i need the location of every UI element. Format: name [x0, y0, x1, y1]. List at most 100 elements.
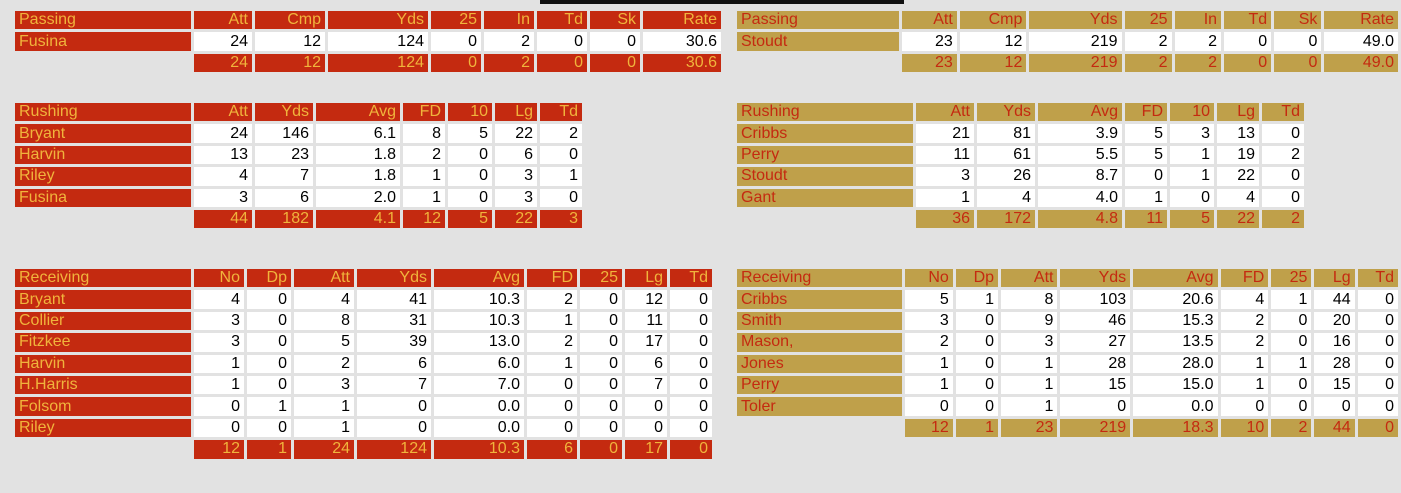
column-header: Yds — [977, 103, 1035, 122]
stat-cell: 2 — [527, 290, 577, 309]
total-cell: 24 — [194, 53, 252, 73]
total-cell: 6 — [527, 440, 577, 459]
stat-cell: 81 — [977, 124, 1035, 143]
stat-cell: 46 — [1060, 311, 1131, 331]
player-name: Riley — [15, 418, 191, 438]
stat-cell: 1 — [540, 167, 582, 186]
stat-cell: 24 — [194, 124, 252, 143]
stat-cell: 1 — [1001, 375, 1058, 395]
header-row: Rushing Att Yds Avg FD 10 Lg Td — [15, 103, 582, 122]
stat-cell: 1 — [247, 397, 291, 416]
total-cell: 44 — [194, 209, 252, 229]
stat-cell: 7.0 — [434, 375, 524, 395]
stat-cell: 0 — [431, 32, 481, 51]
stat-cell: 13.0 — [434, 333, 524, 352]
stat-cell: 15 — [1060, 375, 1131, 395]
total-cell: 219 — [1060, 418, 1131, 438]
column-header: No — [194, 269, 244, 288]
player-row: Stoudt 3 26 8.7 0 1 22 0 — [737, 167, 1304, 186]
stat-cell: 2 — [1220, 333, 1269, 352]
stat-cell: 16 — [1314, 333, 1355, 352]
stat-cell: 0 — [357, 397, 431, 416]
column-header: Sk — [1274, 11, 1322, 30]
stat-cell: 28 — [1060, 354, 1131, 373]
stat-cell: 0 — [540, 188, 582, 207]
stat-cell: 2.0 — [316, 188, 400, 207]
stat-cell: 1 — [1271, 354, 1312, 373]
stat-cell: 0 — [1357, 354, 1398, 373]
totals-spacer — [15, 440, 191, 458]
stat-cell: 6 — [495, 145, 537, 165]
stat-cell: 2 — [1174, 32, 1222, 51]
left-receiving-table: Receiving No Dp Att Yds Avg FD 25 Lg Td Bryant 4 0 4 4… — [12, 266, 715, 462]
stat-cell: 3 — [194, 188, 252, 207]
right-rushing-table: Rushing Att Yds Avg FD 10 Lg Td Cribbs 21 81 3.9 5 3 1… — [734, 100, 1307, 231]
stat-cell: 2 — [484, 32, 534, 51]
player-row: Perry 1 0 1 15 15.0 1 0 15 0 — [737, 375, 1398, 395]
column-header: Lg — [625, 269, 667, 288]
total-cell: 219 — [1029, 53, 1122, 73]
column-header: Lg — [1217, 103, 1259, 122]
stat-cell: 1 — [403, 167, 445, 186]
stat-cell: 0 — [905, 397, 953, 416]
total-cell: 12 — [959, 53, 1027, 73]
totals-row: 12 1 24 124 10.3 6 0 17 0 — [15, 440, 712, 459]
totals-spacer — [737, 419, 902, 437]
stat-cell: 27 — [1060, 333, 1131, 352]
total-cell: 124 — [328, 53, 428, 73]
stat-cell: 1 — [1170, 145, 1214, 165]
top-divider-bar — [540, 0, 904, 4]
player-row: Toler 0 0 1 0 0.0 0 0 0 0 — [737, 397, 1398, 416]
stat-cell: 0.0 — [1133, 397, 1218, 416]
stat-cell: 0 — [955, 397, 999, 416]
total-cell: 0 — [670, 440, 712, 459]
right-receiving-table: Receiving No Dp Att Yds Avg FD 25 Lg Td Cribbs 5 1 8 1… — [734, 266, 1401, 440]
column-header: Sk — [590, 11, 640, 30]
stat-cell: 0 — [1271, 311, 1312, 331]
total-cell: 2 — [1271, 418, 1312, 438]
total-cell: 0 — [537, 53, 587, 73]
player-name: Collier — [15, 311, 191, 331]
player-name: Fusina — [15, 32, 191, 51]
column-header: Att — [902, 11, 957, 30]
stat-cell: 0 — [580, 311, 622, 331]
stat-cell: 0 — [448, 188, 492, 207]
stat-cell: 0 — [1224, 32, 1272, 51]
total-cell: 0 — [1357, 418, 1398, 438]
column-header: Yds — [1029, 11, 1122, 30]
stat-cell: 0 — [1357, 290, 1398, 309]
total-cell: 10 — [1220, 418, 1269, 438]
totals-row: 23 12 219 2 2 0 0 49.0 — [737, 53, 1398, 73]
stat-cell: 0 — [580, 290, 622, 309]
total-cell: 2 — [1262, 209, 1304, 229]
stat-cell: 4 — [194, 290, 244, 309]
player-name: Bryant — [15, 290, 191, 309]
stat-cell: 6.0 — [434, 354, 524, 373]
stat-cell: 0 — [247, 354, 291, 373]
stat-cell: 5 — [294, 333, 354, 352]
stat-cell: 1 — [527, 354, 577, 373]
stat-cell: 21 — [916, 124, 974, 143]
stat-cell: 13 — [1217, 124, 1259, 143]
section-title: Receiving — [15, 269, 191, 288]
stat-cell: 1 — [403, 188, 445, 207]
stat-cell: 2 — [1220, 311, 1269, 331]
stat-cell: 7 — [625, 375, 667, 395]
column-header: 25 — [431, 11, 481, 30]
player-name: Bryant — [15, 124, 191, 143]
stat-cell: 0 — [194, 397, 244, 416]
player-row: Cribbs 5 1 8 103 20.6 4 1 44 0 — [737, 290, 1398, 309]
total-cell: 1 — [247, 440, 291, 459]
player-row: Riley 4 7 1.8 1 0 3 1 — [15, 167, 582, 186]
player-row: Folsom 0 1 1 0 0.0 0 0 0 0 — [15, 397, 712, 416]
stat-cell: 0 — [1262, 188, 1304, 207]
total-cell: 0 — [1224, 53, 1272, 73]
stat-cell: 0 — [1170, 188, 1214, 207]
stat-cell: 0 — [247, 311, 291, 331]
total-cell: 2 — [484, 53, 534, 73]
column-header: In — [1174, 11, 1222, 30]
stat-cell: 0 — [955, 375, 999, 395]
total-cell: 49.0 — [1324, 53, 1398, 73]
stat-cell: 1.8 — [316, 167, 400, 186]
stat-cell: 0 — [670, 333, 712, 352]
